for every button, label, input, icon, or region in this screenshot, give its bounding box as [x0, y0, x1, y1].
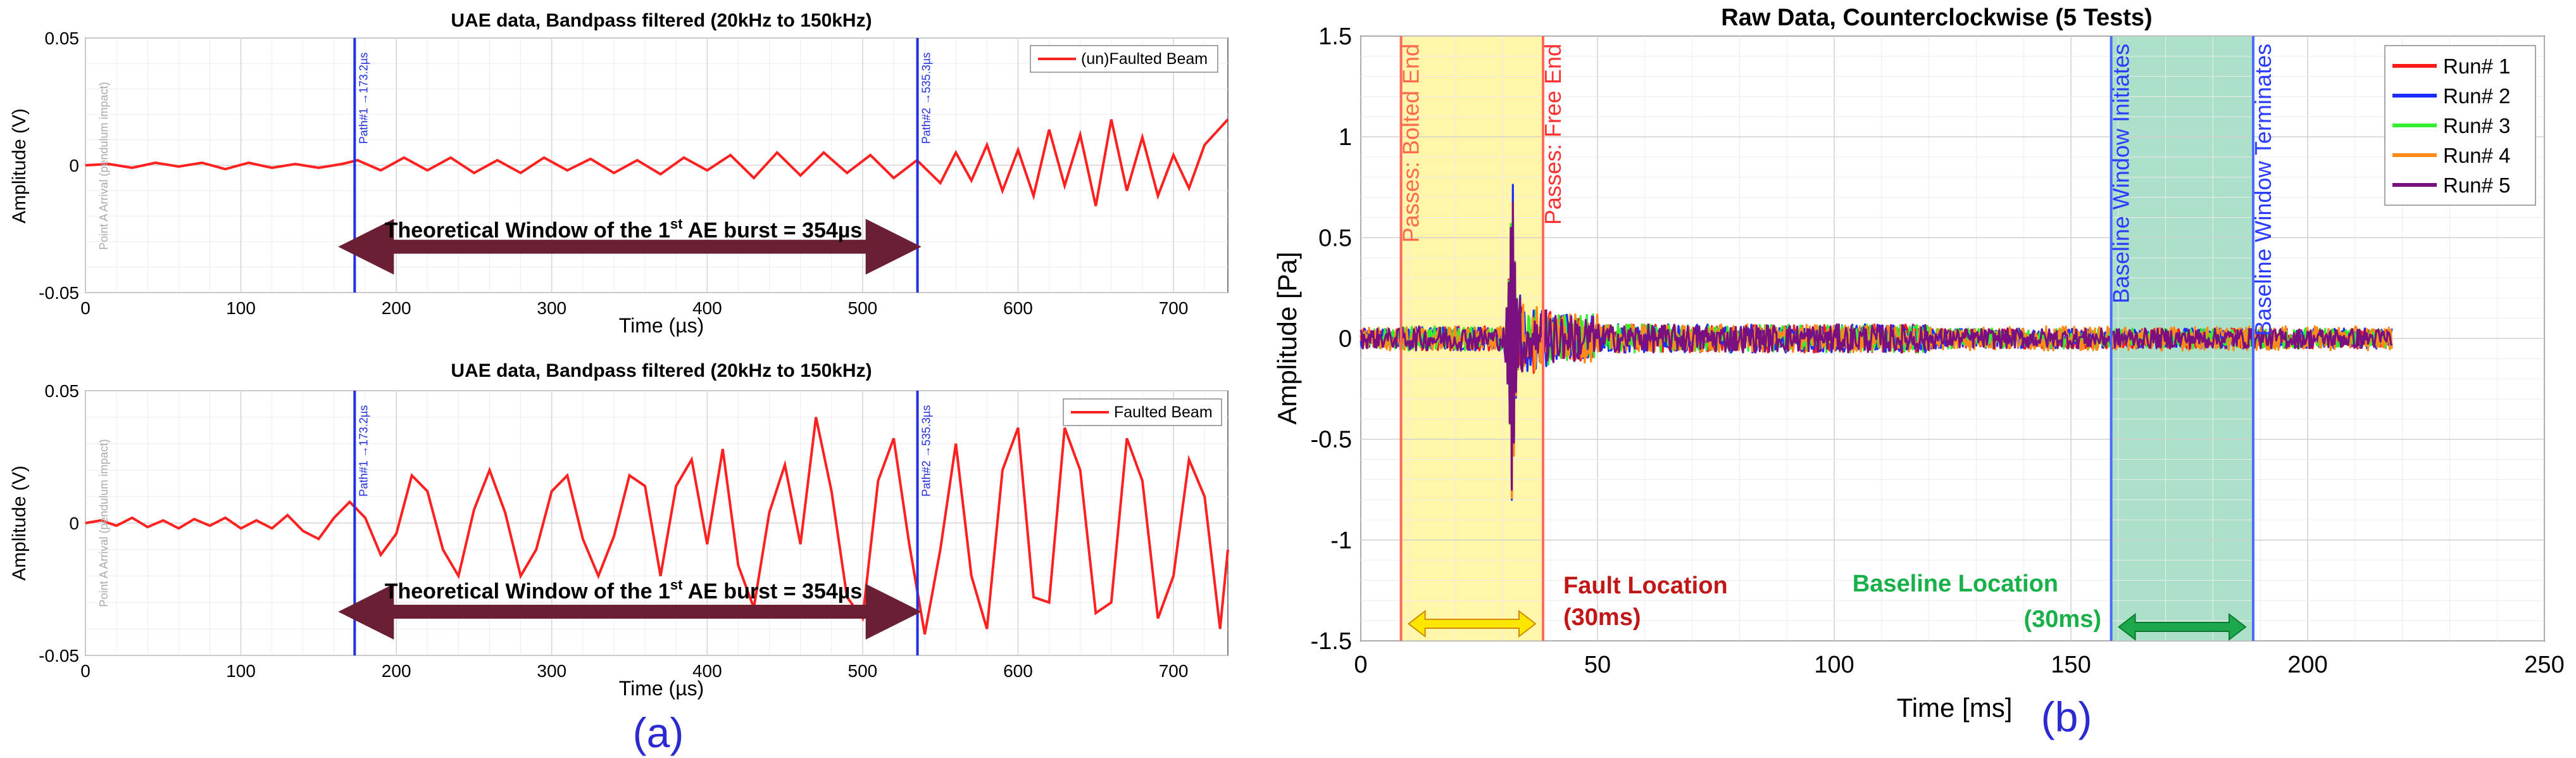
- y-tick-label: -1.5: [1311, 628, 1352, 655]
- chart-b-region-lines: [1399, 36, 2254, 641]
- chart-a-top: UAE data, Bandpass filtered (20kHz to 15…: [9, 10, 1229, 337]
- chart-a-bottom-annotation-text: Theoretical Window of the 1st AE burst =…: [385, 577, 863, 603]
- y-tick-label: -1: [1330, 527, 1352, 554]
- x-tick-label: 600: [1003, 661, 1033, 681]
- x-tick-label: 500: [848, 298, 878, 318]
- chart-b-legend: Run# 1 Run# 2 Run# 3 Run# 4 Run# 5: [2384, 45, 2536, 206]
- y-tick-label: 0: [69, 514, 79, 533]
- x-tick-label: 700: [1159, 298, 1189, 318]
- chart-b-ticks: 0 50 100 150 200 250 -1.5 -1 -0.5 0 0.5 1 1.5: [1311, 23, 2565, 678]
- chart-b: Raw Data, Counterclockwise (5 Tests) 0 50…: [1272, 4, 2565, 723]
- x-tick-label: 400: [692, 298, 722, 318]
- chart-a-bottom-xlabel: Time (µs): [619, 677, 704, 700]
- chart-a-top-title: UAE data, Bandpass filtered (20kHz to 15…: [451, 10, 872, 31]
- chart-a-bottom-title: UAE data, Bandpass filtered (20kHz to 15…: [451, 360, 872, 381]
- x-tick-label: 200: [382, 298, 411, 318]
- x-tick-label: 500: [848, 661, 878, 681]
- x-tick-label: 300: [537, 298, 566, 318]
- double-arrow: [2117, 612, 2247, 641]
- chart-b-ylabel: Amplitude [Pa]: [1272, 251, 1302, 424]
- y-tick-label: -0.05: [39, 283, 79, 303]
- x-tick-label: 150: [2051, 652, 2091, 678]
- chart-a-top-ylabel: Amplitude (V): [9, 108, 30, 224]
- chart-b-xlabel: Time [ms]: [1897, 693, 2013, 723]
- legend-label: Run# 3: [2443, 114, 2510, 137]
- chart-a-top-annotation-text: Theoretical Window of the 1st AE burst =…: [385, 216, 863, 243]
- chart-a-top-side-label: Point A Arrival (pendulum impact): [97, 82, 110, 250]
- vline-label: Passes: Bolted End: [1398, 44, 1424, 243]
- x-tick-label: 200: [382, 661, 411, 681]
- x-tick-label: 50: [1584, 652, 1611, 678]
- chart-a-top-legend-label: (un)Faulted Beam: [1081, 50, 1208, 68]
- x-tick-label: 250: [2524, 652, 2564, 678]
- x-tick-label: 100: [226, 661, 256, 681]
- chart-b-fault-location-line1: Fault Location: [1563, 572, 1728, 599]
- x-tick-label: 100: [226, 298, 256, 318]
- double-arrow: [1407, 609, 1537, 638]
- legend-label: Run# 2: [2443, 84, 2510, 108]
- x-tick-label: 0: [1354, 652, 1367, 678]
- legend-label: Run# 1: [2443, 54, 2510, 78]
- panel-label-b: (b): [2041, 693, 2092, 740]
- x-tick-label: 600: [1003, 298, 1033, 318]
- chart-a-bottom-series-line: [85, 417, 1229, 635]
- vline-label: Baseline Window Initiates: [2108, 44, 2134, 303]
- chart-b-fault-location-line2: (30ms): [1563, 604, 1641, 631]
- vline-label: Passes: Free End: [1540, 44, 1566, 225]
- x-tick-label: 400: [692, 661, 722, 681]
- chart-b-series: [1360, 184, 2393, 501]
- x-tick-label: 100: [1814, 652, 1854, 678]
- y-tick-label: 0.5: [1318, 225, 1352, 251]
- chart-b-baseline-location-line1: Baseline Location: [1853, 571, 2058, 597]
- legend-label: Run# 5: [2443, 174, 2510, 197]
- chart-a-bottom-legend-label: Faulted Beam: [1114, 403, 1213, 421]
- chart-b-title: Raw Data, Counterclockwise (5 Tests): [1721, 4, 2152, 31]
- chart-a-bottom-legend: Faulted Beam: [1063, 398, 1222, 426]
- x-tick-label: 700: [1159, 661, 1189, 681]
- y-tick-label: -0.05: [39, 646, 79, 666]
- chart-a-bottom: UAE data, Bandpass filtered (20kHz to 15…: [9, 360, 1229, 700]
- panel-label-a: (a): [633, 709, 684, 756]
- x-tick-label: 0: [80, 661, 91, 681]
- x-tick-label: 200: [2287, 652, 2327, 678]
- x-tick-label: 300: [537, 661, 566, 681]
- chart-b-baseline-location-line2: (30ms): [2024, 606, 2102, 633]
- chart-b-double-arrows: [1407, 609, 2247, 641]
- vline-label: Path#1 →173.2µs: [357, 53, 370, 144]
- y-tick-label: -0.5: [1311, 427, 1352, 453]
- chart-a-top-series-line: [85, 118, 1229, 206]
- y-tick-label: 1: [1339, 124, 1352, 151]
- vline-label: Path#1 →173.2µs: [357, 405, 370, 496]
- y-tick-label: 1.5: [1318, 23, 1352, 50]
- legend-label: Run# 4: [2443, 144, 2510, 167]
- y-tick-label: 0: [1339, 326, 1352, 353]
- vline-label: Baseline Window Terminates: [2250, 44, 2276, 336]
- x-tick-label: 0: [80, 298, 91, 318]
- y-tick-label: 0: [69, 156, 79, 175]
- chart-a-bottom-side-label: Point A Arrival (pendulum impact): [97, 439, 110, 607]
- chart-a-top-legend: (un)Faulted Beam: [1030, 45, 1218, 73]
- chart-a-bottom-ylabel: Amplitude (V): [9, 465, 30, 581]
- y-tick-label: 0.05: [45, 28, 80, 48]
- chart-b-vline-labels: Passes: Bolted End Passes: Free End Baseli…: [1398, 44, 2276, 336]
- vline-label: Path#2 →535.3µs: [920, 405, 933, 496]
- vline-label: Path#2 →535.3µs: [920, 53, 933, 144]
- series-line-run-5: [1360, 201, 2393, 491]
- chart-a-top-xlabel: Time (µs): [619, 314, 704, 337]
- y-tick-label: 0.05: [45, 381, 80, 401]
